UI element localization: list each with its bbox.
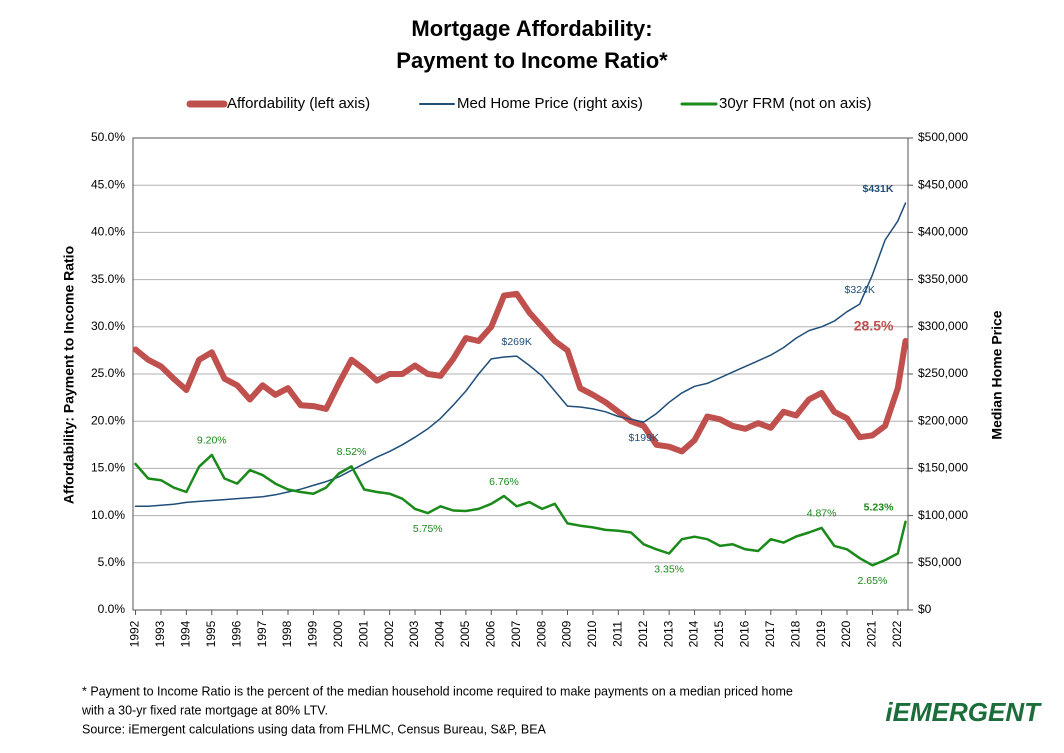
y2-tick-label: $400,000 [918, 225, 968, 239]
y-tick-label: 15.0% [91, 461, 125, 475]
footnote: with a 30-yr fixed rate mortgage at 80% … [81, 703, 328, 717]
x-tick-label: 1994 [179, 620, 193, 647]
y2-tick-label: $100,000 [918, 508, 968, 522]
x-tick-label: 2005 [458, 620, 472, 647]
x-tick-label: 2013 [661, 620, 675, 647]
data-label: 5.23% [864, 502, 894, 514]
y2-tick-label: $500,000 [918, 130, 968, 144]
data-label: $269K [502, 336, 532, 348]
x-tick-label: 2016 [738, 620, 752, 647]
x-tick-label: 2012 [636, 620, 650, 647]
y2-tick-label: $0 [918, 602, 932, 616]
x-tick-label: 1998 [280, 620, 294, 647]
x-tick-label: 2014 [687, 620, 701, 647]
data-label: $324K [845, 284, 875, 296]
y2-tick-label: $150,000 [918, 461, 968, 475]
y-axis-title: Affordability: Payment to Income Ratio [61, 246, 77, 504]
series-line [134, 453, 907, 567]
legend-label: Affordability (left axis) [227, 95, 370, 112]
x-tick-label: 1999 [306, 620, 320, 647]
x-tick-label: 1993 [153, 620, 167, 647]
plot-border [132, 137, 909, 611]
x-tick-label: 2007 [509, 620, 523, 647]
y-tick-label: 40.0% [91, 225, 125, 239]
data-label: $431K [863, 183, 894, 195]
chart-title: Payment to Income Ratio* [396, 48, 668, 73]
data-label: 28.5% [854, 318, 894, 334]
y2-tick-label: $350,000 [918, 272, 968, 286]
y-tick-label: 45.0% [91, 177, 125, 191]
legend-label: Med Home Price (right axis) [457, 95, 643, 112]
data-label: 8.52% [337, 446, 367, 458]
y-tick-label: 10.0% [91, 508, 125, 522]
x-tick-label: 2010 [585, 620, 599, 647]
y-tick-label: 20.0% [91, 413, 125, 427]
y-tick-label: 5.0% [98, 555, 126, 569]
x-tick-label: 2015 [712, 620, 726, 647]
x-tick-label: 2011 [610, 621, 624, 647]
x-tick-label: 2004 [433, 620, 447, 647]
x-tick-label: 2018 [788, 620, 802, 647]
x-tick-label: 2022 [890, 620, 904, 647]
x-tick-label: 2002 [382, 620, 396, 647]
series-line [132, 290, 909, 455]
footnote: Source: iEmergent calculations using dat… [82, 722, 547, 736]
data-label: 2.65% [858, 575, 888, 587]
data-label: 3.35% [654, 563, 684, 575]
data-label: 6.76% [489, 476, 519, 488]
x-tick-label: 2001 [356, 620, 370, 647]
chart-title: Mortgage Affordability: [411, 16, 652, 41]
x-tick-label: 2003 [407, 620, 421, 647]
y2-tick-label: $250,000 [918, 366, 968, 380]
data-label: 9.20% [197, 435, 227, 447]
x-tick-label: 2006 [483, 620, 497, 647]
y2-tick-label: $50,000 [918, 555, 962, 569]
x-tick-label: 2008 [534, 620, 548, 647]
data-label: 4.87% [807, 508, 837, 520]
y2-axis-title: Median Home Price [989, 310, 1005, 439]
y2-tick-label: $200,000 [918, 413, 968, 427]
footnote: * Payment to Income Ratio is the percent… [82, 684, 793, 698]
y2-tick-label: $450,000 [918, 177, 968, 191]
x-tick-label: 1992 [128, 620, 142, 647]
y-tick-label: 30.0% [91, 319, 125, 333]
y2-tick-label: $300,000 [918, 319, 968, 333]
x-tick-label: 2020 [839, 620, 853, 647]
y-tick-label: 50.0% [91, 130, 125, 144]
logo: iEMERGENT [885, 697, 1042, 727]
y-tick-label: 0.0% [98, 602, 126, 616]
x-tick-label: 1997 [255, 620, 269, 647]
x-tick-label: 1996 [229, 620, 243, 647]
y-tick-label: 35.0% [91, 272, 125, 286]
x-tick-label: 2019 [814, 620, 828, 647]
x-tick-label: 2000 [331, 620, 345, 647]
legend-label: 30yr FRM (not on axis) [719, 95, 872, 112]
x-tick-label: 2021 [865, 620, 879, 647]
data-label: 5.75% [413, 523, 443, 535]
y-tick-label: 25.0% [91, 366, 125, 380]
series-line [134, 202, 907, 507]
x-tick-label: 2009 [560, 620, 574, 647]
x-tick-label: 2017 [763, 620, 777, 647]
data-label: $199K [629, 432, 659, 444]
x-tick-label: 1995 [204, 620, 218, 647]
